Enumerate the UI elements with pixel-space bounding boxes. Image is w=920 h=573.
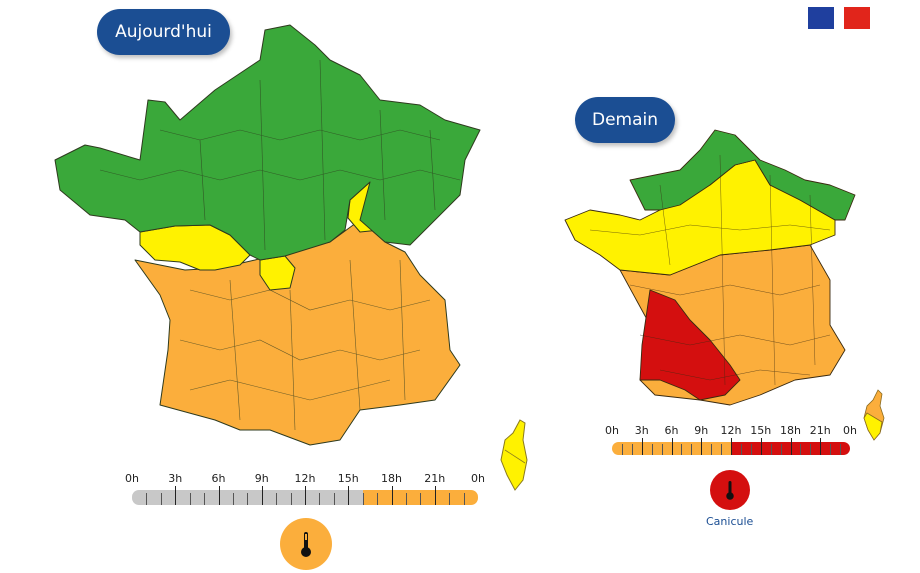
republique-francaise-logo [808, 7, 870, 29]
hour-label: 9h [254, 472, 269, 485]
hour-label: 3h [168, 472, 183, 485]
hour-label: 18h [381, 472, 402, 485]
today-timeline-labels: 0h 3h 6h 9h 12h 15h 18h 21h 0h [125, 472, 485, 486]
hour-tick [800, 444, 802, 455]
hour-tick [651, 444, 653, 455]
hour-tick [333, 493, 335, 505]
hour-tick [305, 486, 306, 505]
hour-tick [434, 486, 436, 505]
today-vigilance-icon[interactable] [280, 518, 332, 570]
hour-label: 0h [843, 424, 857, 437]
hour-tick [631, 444, 633, 455]
hour-tick [790, 438, 792, 455]
hour-label: 15h [750, 424, 772, 437]
tomorrow-label: Demain [575, 97, 675, 143]
hour-tick [711, 444, 713, 455]
thermometer-icon [301, 532, 311, 557]
hour-tick [247, 493, 249, 505]
hour-tick [449, 493, 451, 505]
hour-label: 0h [471, 472, 485, 485]
hour-tick [731, 438, 732, 455]
hour-tick [420, 493, 422, 505]
hour-tick [780, 444, 782, 455]
hour-label: 0h [125, 472, 139, 485]
hour-tick [740, 444, 742, 455]
hour-tick [319, 493, 321, 505]
hour-label: 18h [780, 424, 801, 437]
hour-tick [810, 444, 812, 455]
hour-tick [770, 444, 772, 455]
hour-tick [290, 493, 292, 505]
hour-label: 21h [809, 424, 831, 437]
hour-tick [830, 444, 832, 455]
hour-label: 21h [424, 472, 446, 485]
hour-tick [840, 444, 842, 455]
hour-tick [348, 486, 350, 505]
hour-tick [701, 438, 703, 455]
hour-tick [276, 493, 278, 505]
today-timeline-ticks [132, 486, 478, 505]
canicule-caption: Canicule [706, 515, 754, 528]
hour-tick [820, 438, 822, 455]
hour-tick [405, 493, 407, 505]
hour-tick [691, 444, 693, 455]
flag-white [834, 7, 844, 29]
flag-red [844, 7, 870, 29]
hour-tick [160, 493, 162, 505]
hour-label: 6h [211, 472, 226, 485]
hour-tick [661, 444, 663, 455]
hour-tick [146, 493, 148, 505]
hour-tick [621, 444, 623, 455]
hour-tick [218, 486, 220, 505]
hour-tick [189, 493, 191, 505]
today-timeline: 0h 3h 6h 9h 12h 15h 18h 21h 0h [125, 472, 485, 505]
thermometer-icon [726, 481, 734, 500]
flag-blue [808, 7, 834, 29]
hour-tick [232, 493, 234, 505]
tomorrow-region-north-green [629, 129, 856, 221]
today-region-north [54, 24, 481, 261]
hour-tick [391, 486, 393, 505]
hour-label: 3h [634, 424, 649, 437]
tomorrow-timeline-labels: 0h 3h 6h 9h 12h 15h 18h 21h 0h [605, 424, 857, 438]
today-corsica-map [500, 419, 528, 491]
hour-label: 9h [694, 424, 709, 437]
hour-label: 0h [605, 424, 619, 437]
hour-tick [463, 493, 465, 505]
tomorrow-vigilance-icon[interactable] [710, 470, 750, 510]
hour-tick [721, 444, 723, 455]
hour-tick [760, 438, 762, 455]
today-label: Aujourd'hui [97, 9, 230, 55]
hour-tick [681, 444, 683, 455]
hour-tick [671, 438, 673, 455]
hour-tick [641, 438, 643, 455]
tomorrow-timeline: 0h 3h 6h 9h 12h 15h 18h 21h 0h [605, 424, 857, 455]
hour-label: 15h [337, 472, 359, 485]
hour-label: 6h [664, 424, 679, 437]
hour-tick [175, 486, 177, 505]
tomorrow-france-map [564, 129, 856, 406]
today-france-map [54, 24, 481, 446]
hour-tick [750, 444, 752, 455]
hour-label: 12h [294, 472, 316, 485]
tomorrow-timeline-ticks [612, 438, 850, 455]
hour-tick [204, 493, 206, 505]
hour-tick [377, 493, 379, 505]
hour-label: 12h [720, 424, 742, 437]
hour-tick [362, 493, 364, 505]
hour-tick [261, 486, 263, 505]
tomorrow-corsica-map [863, 389, 885, 441]
